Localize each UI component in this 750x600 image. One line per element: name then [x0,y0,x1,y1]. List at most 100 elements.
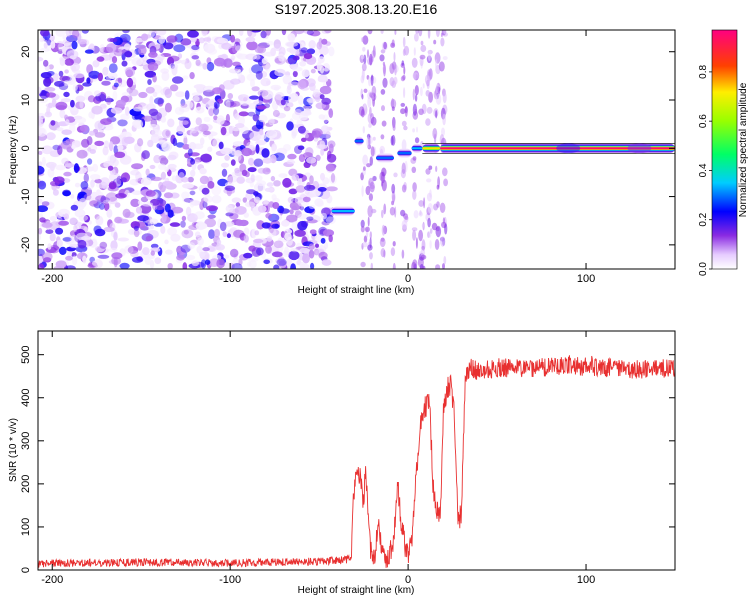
noise-streak [443,30,447,35]
noise-blob [41,156,46,167]
noise-blob [102,125,114,131]
noise-blob [253,238,264,244]
noise-blob [94,245,105,253]
noise-blob [89,197,98,205]
noise-blob [176,254,185,261]
noise-blob [255,144,260,154]
noise-streak [427,30,431,39]
noise-blob [64,163,75,168]
noise-blob [256,105,267,110]
noise-streak [370,116,377,126]
noise-blob [199,251,206,258]
noise-streak [391,183,396,194]
noise-blob [314,198,324,207]
noise-blob [130,250,139,258]
noise-blob [38,95,49,103]
noise-blob [271,143,277,152]
noise-blob [148,51,158,58]
noise-blob [238,30,244,36]
noise-streak [442,167,448,177]
noise-streak [429,240,432,249]
noise-blob [172,137,178,147]
noise-blob [309,175,314,185]
noise-blob [218,141,224,150]
noise-blob [283,106,291,112]
spectrogram-xtick-label: 0 [405,273,411,285]
noise-blob [110,107,123,114]
noise-streak [435,165,438,172]
noise-blob [247,30,253,37]
noise-blob [71,144,76,150]
noise-blob [224,221,235,227]
noise-blob [124,211,135,219]
noise-blob [304,184,316,191]
noise-streak [442,217,445,224]
noise-streak [367,216,370,227]
noise-blob [102,146,109,156]
noise-blob [258,114,268,123]
spectrogram-y-axis: -20 -10 0 10 20 [20,46,675,253]
noise-blob [291,248,299,253]
noise-blob [176,142,185,148]
noise-streak [419,264,424,269]
noise-blob [124,51,133,58]
noise-streak [435,110,438,119]
noise-blob [194,211,205,220]
noise-blob [39,47,50,53]
noise-blob [63,213,69,220]
noise-blob [211,194,222,204]
noise-blob [241,169,248,177]
colorbar-tick-label: 0.2 [698,212,709,226]
noise-blob [59,109,66,119]
noise-blob [231,197,242,203]
noise-streak [435,30,440,38]
noise-blob [322,63,330,72]
noise-blob [56,239,63,248]
noise-blob [243,252,253,259]
noise-blob [315,243,319,248]
spectrogram-xtick-label: -100 [219,273,241,285]
noise-streak [369,231,372,240]
noise-streak [401,249,405,259]
noise-blob [49,221,61,231]
noise-blob [207,181,215,189]
noise-streak [381,167,387,177]
noise-blob [203,43,216,54]
noise-blob [149,164,156,170]
noise-blob [95,215,104,226]
noise-streak [413,47,416,56]
noise-blob [121,136,129,147]
noise-blob [265,245,272,254]
noise-blob [206,205,218,212]
noise-blob [204,259,211,266]
noise-blob [147,62,159,71]
noise-blob [297,213,309,220]
noise-blob [39,217,46,223]
noise-blob [171,175,177,181]
noise-blob [249,95,260,100]
noise-streak [369,156,373,166]
noise-blob [64,58,74,66]
noise-blob [137,138,144,147]
noise-streak [369,91,375,96]
noise-blob [278,53,285,62]
noise-blob [306,30,314,36]
noise-blob [111,252,123,260]
noise-streak [428,165,433,170]
noise-blob [319,140,326,150]
noise-streak [427,69,431,77]
noise-blob [302,253,310,264]
noise-blob [188,142,197,151]
noise-blob [193,159,200,164]
noise-blob [216,239,222,246]
noise-blob [250,30,262,33]
noise-blob [158,36,166,44]
noise-blob [199,167,207,175]
noise-blob [319,94,325,100]
noise-blob [325,216,336,225]
noise-blob [167,263,173,269]
noise-streak [412,156,417,161]
noise-blob [177,248,186,256]
noise-blob [265,129,278,139]
noise-blob [235,52,243,58]
